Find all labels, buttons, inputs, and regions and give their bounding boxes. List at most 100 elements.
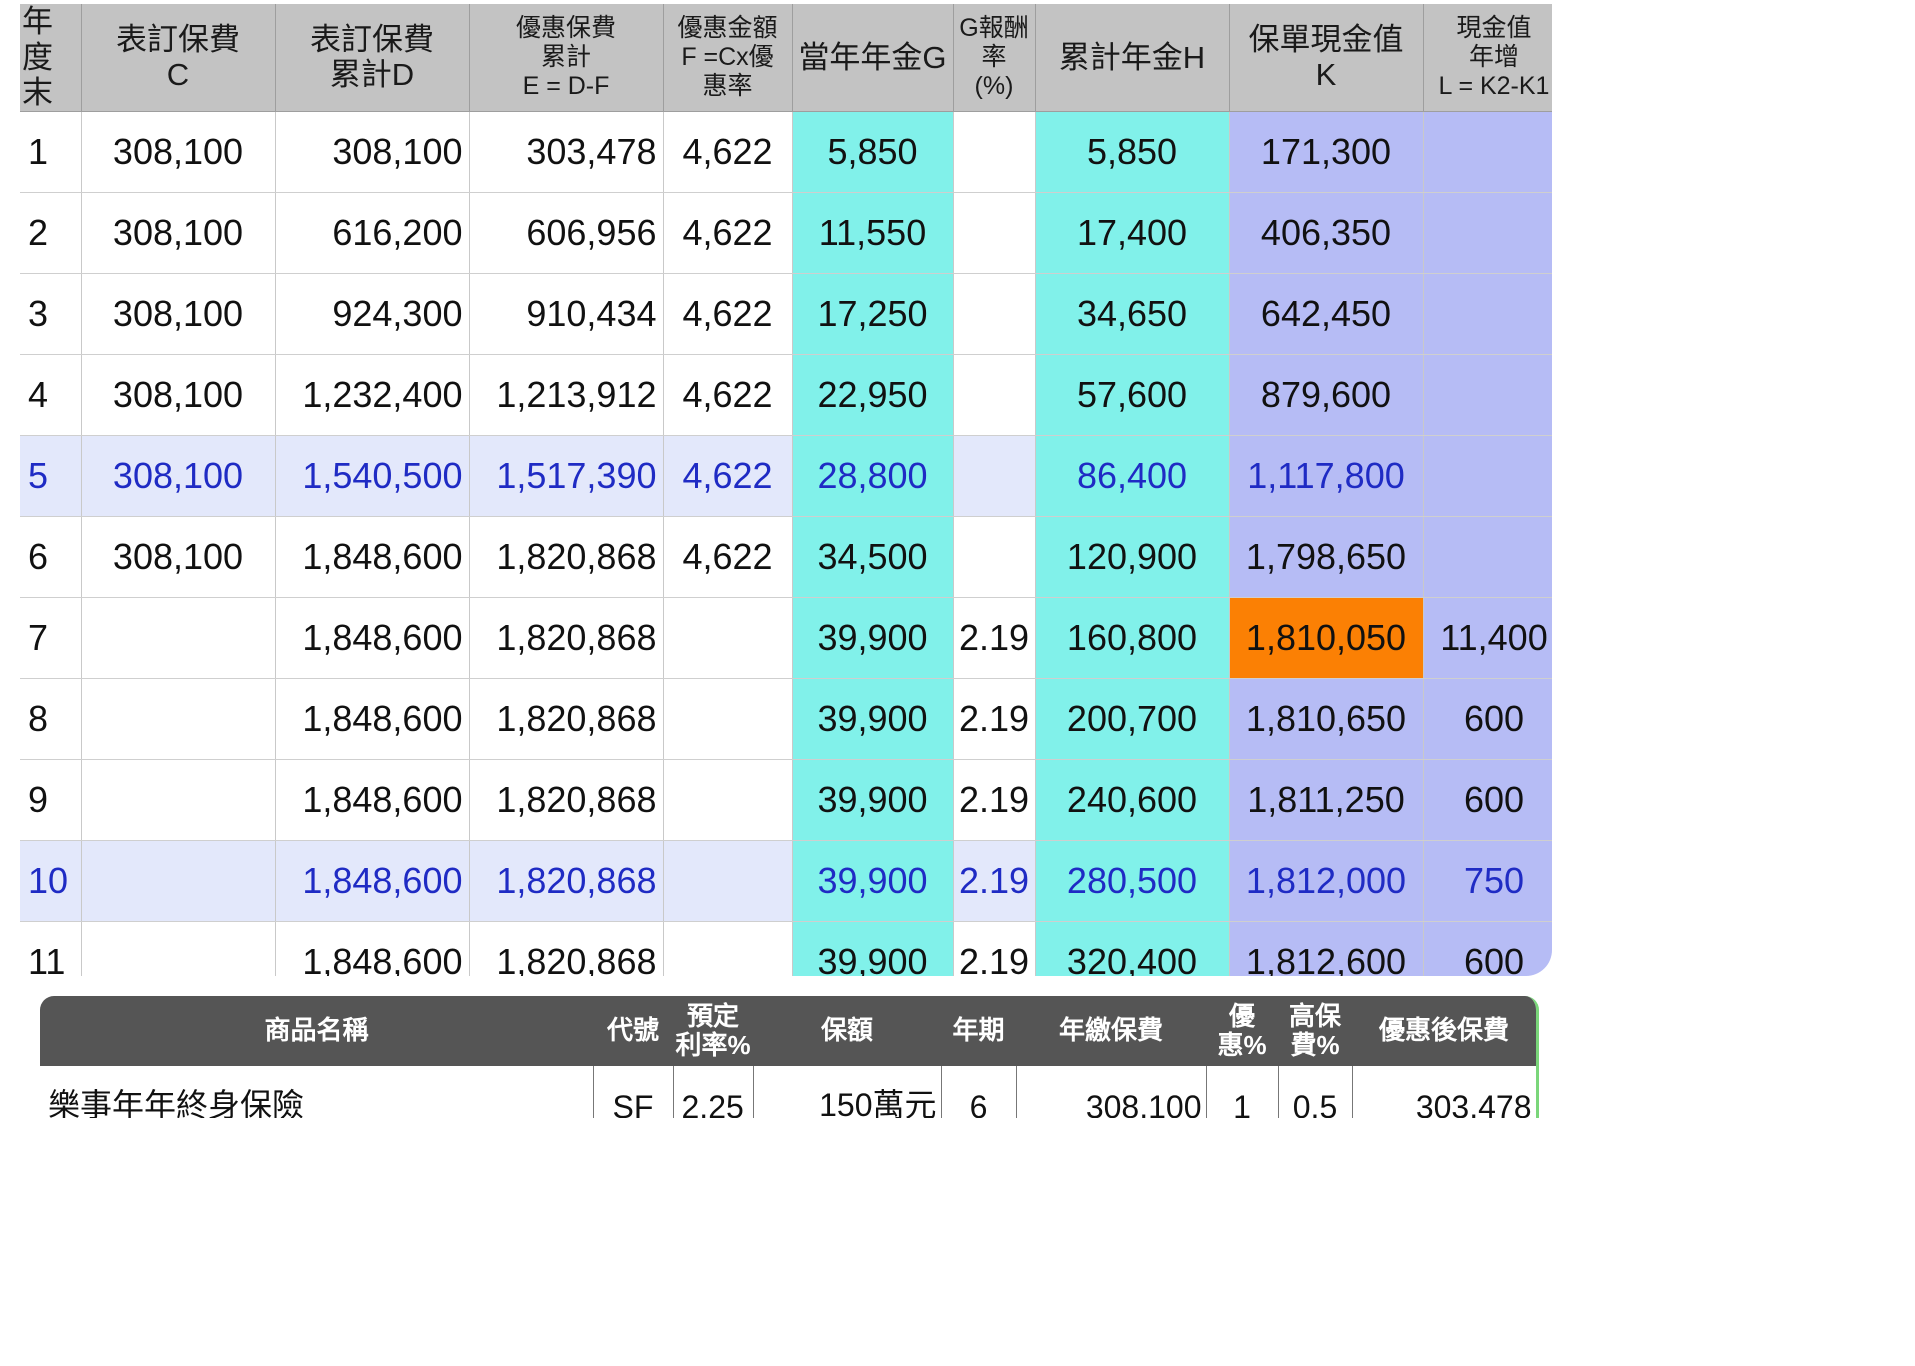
discounted-premium: 303,478 (1352, 1066, 1536, 1118)
cell-list-premium (81, 597, 276, 679)
col-header-cumulative-list-premium: 表訂保費 累計D (275, 4, 470, 112)
cell-year-end: 10 (20, 840, 82, 922)
cell-discount-amount: 4,622 (663, 354, 793, 436)
payment-term: 6 (941, 1066, 1017, 1118)
cell-cumulative-annuity: 5,850 (1035, 111, 1230, 193)
cell-list-premium: 308,100 (81, 273, 276, 355)
table-row: 9 1,848,600 1,820,868 39,900 2.19 240,600 1,81… (20, 759, 1552, 841)
cell-list-premium: 308,100 (81, 435, 276, 517)
cell-discounted-premium-cumulative: 1,820,868 (469, 516, 664, 598)
cell-year-end: 4 (20, 354, 82, 436)
col-header-assumed-rate: 預定 利率% (673, 996, 753, 1066)
cell-cash-value: 1,798,650 (1229, 516, 1424, 598)
col-header-discount-pct: 優惠% (1206, 996, 1278, 1066)
cell-year-end: 2 (20, 192, 82, 274)
col-header-product-name: 商品名稱 (40, 996, 593, 1066)
cell-discounted-premium-cumulative: 1,820,868 (469, 597, 664, 679)
cell-cash-value-increase: 11,400 (1423, 597, 1552, 679)
cell-annual-annuity: 22,950 (792, 354, 954, 436)
cell-cumulative-annuity: 160,800 (1035, 597, 1230, 679)
cell-annual-annuity: 5,850 (792, 111, 954, 193)
screenshot-stage: 年度 末 表訂保費 C 表訂保費 累計D 優惠保費 累計 E = D-F 優惠金… (20, 4, 1552, 1118)
cell-discount-amount (663, 840, 793, 922)
cell-annuity-return-rate (953, 111, 1036, 193)
col-header-sum-insured: 保額 (753, 996, 941, 1066)
table-row: 8 1,848,600 1,820,868 39,900 2.19 200,700 1,81… (20, 678, 1552, 760)
cell-discount-amount: 4,622 (663, 192, 793, 274)
product-table: 商品名稱 代號 預定 利率% 保額 年期 年繳保費 優惠% 高保 費% 優惠後保… (40, 996, 1536, 1118)
cell-cumulative-list-premium: 308,100 (275, 111, 470, 193)
cell-discounted-premium-cumulative: 1,517,390 (469, 435, 664, 517)
cell-year-end: 1 (20, 111, 82, 193)
table-row: 1 308,100 308,100 303,478 4,622 5,850 5,850 171… (20, 111, 1552, 193)
cell-annuity-return-rate: 2.19 (953, 678, 1036, 760)
cell-annuity-return-rate (953, 354, 1036, 436)
cell-cash-value: 171,300 (1229, 111, 1424, 193)
discount-pct: 1 (1206, 1066, 1279, 1118)
table-row: 2 308,100 616,200 606,956 4,622 11,550 17,400 4… (20, 192, 1552, 274)
cell-cumulative-annuity: 320,400 (1035, 921, 1230, 976)
cell-annual-annuity: 39,900 (792, 840, 954, 922)
cell-cumulative-list-premium: 1,540,500 (275, 435, 470, 517)
cell-annual-annuity: 39,900 (792, 678, 954, 760)
cell-cumulative-list-premium: 924,300 (275, 273, 470, 355)
cell-cash-value: 879,600 (1229, 354, 1424, 436)
cell-cash-value: 1,810,050 (1229, 597, 1424, 679)
col-header-code: 代號 (593, 996, 673, 1066)
col-header-annuity-return-rate: G報酬 率 (%) (953, 4, 1036, 112)
table-row: 4 308,100 1,232,400 1,213,912 4,622 22,950 57,… (20, 354, 1552, 436)
cell-cumulative-annuity: 200,700 (1035, 678, 1230, 760)
cell-year-end: 9 (20, 759, 82, 841)
cell-cumulative-list-premium: 1,848,600 (275, 759, 470, 841)
cell-cash-value-increase (1423, 435, 1552, 517)
col-header-cash-value: 保單現金值 K (1229, 4, 1424, 112)
cell-discount-amount (663, 678, 793, 760)
cell-cash-value: 642,450 (1229, 273, 1424, 355)
product-summary: 商品名稱 代號 預定 利率% 保額 年期 年繳保費 優惠% 高保 費% 優惠後保… (40, 996, 1539, 1118)
cell-cumulative-annuity: 34,650 (1035, 273, 1230, 355)
col-header-discounted-premium-cumulative: 優惠保費 累計 E = D-F (469, 4, 664, 112)
cell-cash-value: 406,350 (1229, 192, 1424, 274)
col-header-cumulative-annuity: 累計年金H (1035, 4, 1230, 112)
product-name: 樂事年年終身保險 (40, 1066, 594, 1118)
cell-discounted-premium-cumulative: 1,820,868 (469, 840, 664, 922)
cell-discount-amount: 4,622 (663, 435, 793, 517)
table-row: 5 308,100 1,540,500 1,517,390 4,622 28,800 86,… (20, 435, 1552, 517)
cell-list-premium (81, 678, 276, 760)
table-row: 11 1,848,600 1,820,868 39,900 2.19 320,400 1,8… (20, 921, 1552, 976)
cell-list-premium (81, 840, 276, 922)
cell-annual-annuity: 39,900 (792, 597, 954, 679)
cell-list-premium: 308,100 (81, 516, 276, 598)
cell-list-premium: 308,100 (81, 111, 276, 193)
cell-cumulative-annuity: 86,400 (1035, 435, 1230, 517)
cell-year-end: 3 (20, 273, 82, 355)
cell-cumulative-list-premium: 1,848,600 (275, 516, 470, 598)
cell-cumulative-annuity: 17,400 (1035, 192, 1230, 274)
cell-cash-value-increase (1423, 354, 1552, 436)
cell-cash-value-increase (1423, 516, 1552, 598)
cell-annuity-return-rate (953, 192, 1036, 274)
col-header-high-premium-pct: 高保 費% (1278, 996, 1352, 1066)
cell-discounted-premium-cumulative: 910,434 (469, 273, 664, 355)
cell-cumulative-list-premium: 616,200 (275, 192, 470, 274)
product-code: SF (593, 1066, 674, 1118)
cell-annual-annuity: 39,900 (792, 759, 954, 841)
cell-list-premium: 308,100 (81, 354, 276, 436)
cell-year-end: 6 (20, 516, 82, 598)
cell-list-premium (81, 921, 276, 976)
high-premium-pct: 0.5 (1278, 1066, 1353, 1118)
cell-year-end: 7 (20, 597, 82, 679)
cell-cash-value: 1,810,650 (1229, 678, 1424, 760)
cell-cumulative-annuity: 280,500 (1035, 840, 1230, 922)
cell-discount-amount: 4,622 (663, 111, 793, 193)
cell-annual-annuity: 17,250 (792, 273, 954, 355)
cell-cumulative-list-premium: 1,848,600 (275, 840, 470, 922)
table-row: 6 308,100 1,848,600 1,820,868 4,622 34,500 120… (20, 516, 1552, 598)
product-header-row: 商品名稱 代號 預定 利率% 保額 年期 年繳保費 優惠% 高保 費% 優惠後保… (40, 996, 1536, 1066)
cell-cumulative-list-premium: 1,232,400 (275, 354, 470, 436)
cell-annual-annuity: 11,550 (792, 192, 954, 274)
cell-annuity-return-rate: 2.19 (953, 759, 1036, 841)
cell-cash-value-increase: 600 (1423, 759, 1552, 841)
cell-annuity-return-rate (953, 273, 1036, 355)
cell-discounted-premium-cumulative: 303,478 (469, 111, 664, 193)
